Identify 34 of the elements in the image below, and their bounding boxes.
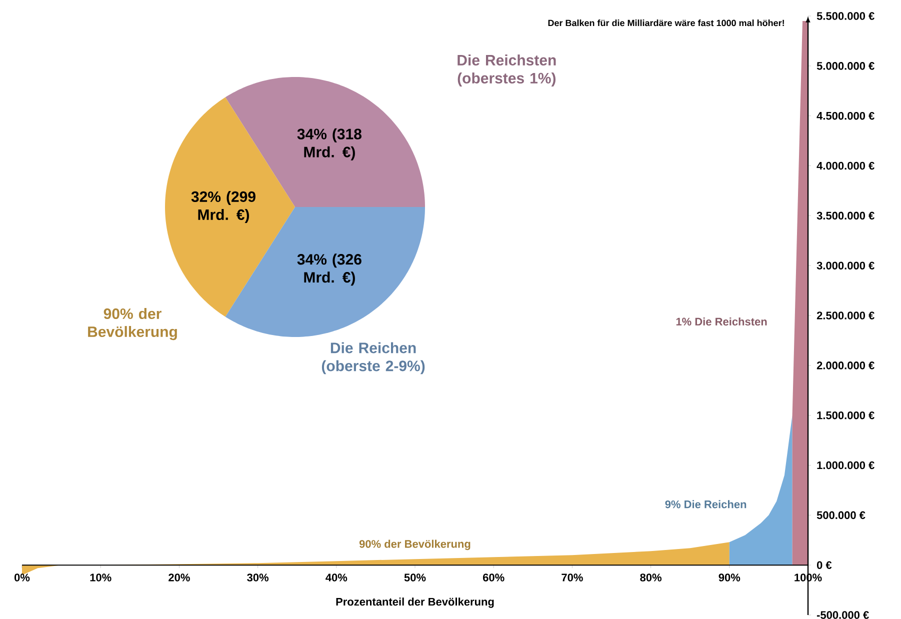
data-label: 32% (299 Mrd. €) xyxy=(191,191,256,223)
series-label: 9% Die Reichen xyxy=(665,500,746,508)
y-tick-label: 500.000 € xyxy=(816,511,866,520)
y-tick-label: 1.000.000 € xyxy=(817,461,874,470)
slice-label: Die Reichsten (oberstes 1%) xyxy=(458,54,556,86)
y-tick-label: -500.000 € xyxy=(816,611,869,619)
y-tick-label: 2.000.000 € xyxy=(816,362,874,370)
y-tick-label: 5.000.000 € xyxy=(816,62,874,70)
x-tick-label: 70% xyxy=(562,574,583,582)
x-tick-label: 80% xyxy=(640,574,662,582)
text: 1% Die Reichsten xyxy=(676,317,767,326)
x-tick-label: 60% xyxy=(483,574,504,582)
x-tick-label: 50% xyxy=(404,574,426,582)
x-tick-label: 90% xyxy=(718,574,740,582)
data-label: 34% (318 Mrd. €) xyxy=(297,128,362,160)
x-tick-label: 40% xyxy=(326,574,348,582)
x-tick-label: 30% xyxy=(247,574,269,582)
y-tick-label: 5.500.000 € xyxy=(816,12,874,20)
data-label: 34% (326 Mrd. €) xyxy=(297,254,362,286)
y-tick-label: 4.500.000 € xyxy=(816,112,874,120)
x-tick-label: 0% xyxy=(14,574,30,582)
y-tick-label: 0 € xyxy=(816,561,832,569)
slice-label: Die Reichen (oberste 2-9%) xyxy=(322,342,425,374)
y-tick-label: 3.500.000 € xyxy=(816,212,874,220)
slice-label: 90% der Bevölkerung xyxy=(88,308,177,340)
y-tick-label: 4.000.000 € xyxy=(816,162,874,170)
x-tick-label: 20% xyxy=(168,574,190,582)
y-tick-label: 3.000.000 € xyxy=(816,262,874,270)
x-axis-title: Prozentanteil der Bevölkerung xyxy=(336,598,494,608)
annotation: Der Balken für die Milliardäre wäre fast 1000 mal höher! xyxy=(548,20,784,26)
x-tick-label: 10% xyxy=(90,574,112,582)
y-tick-label: 1.500.000 € xyxy=(817,411,874,420)
y-tick-label: 2.500.000 € xyxy=(816,312,874,320)
series-label: 90% der Bevölkerung xyxy=(359,540,470,550)
